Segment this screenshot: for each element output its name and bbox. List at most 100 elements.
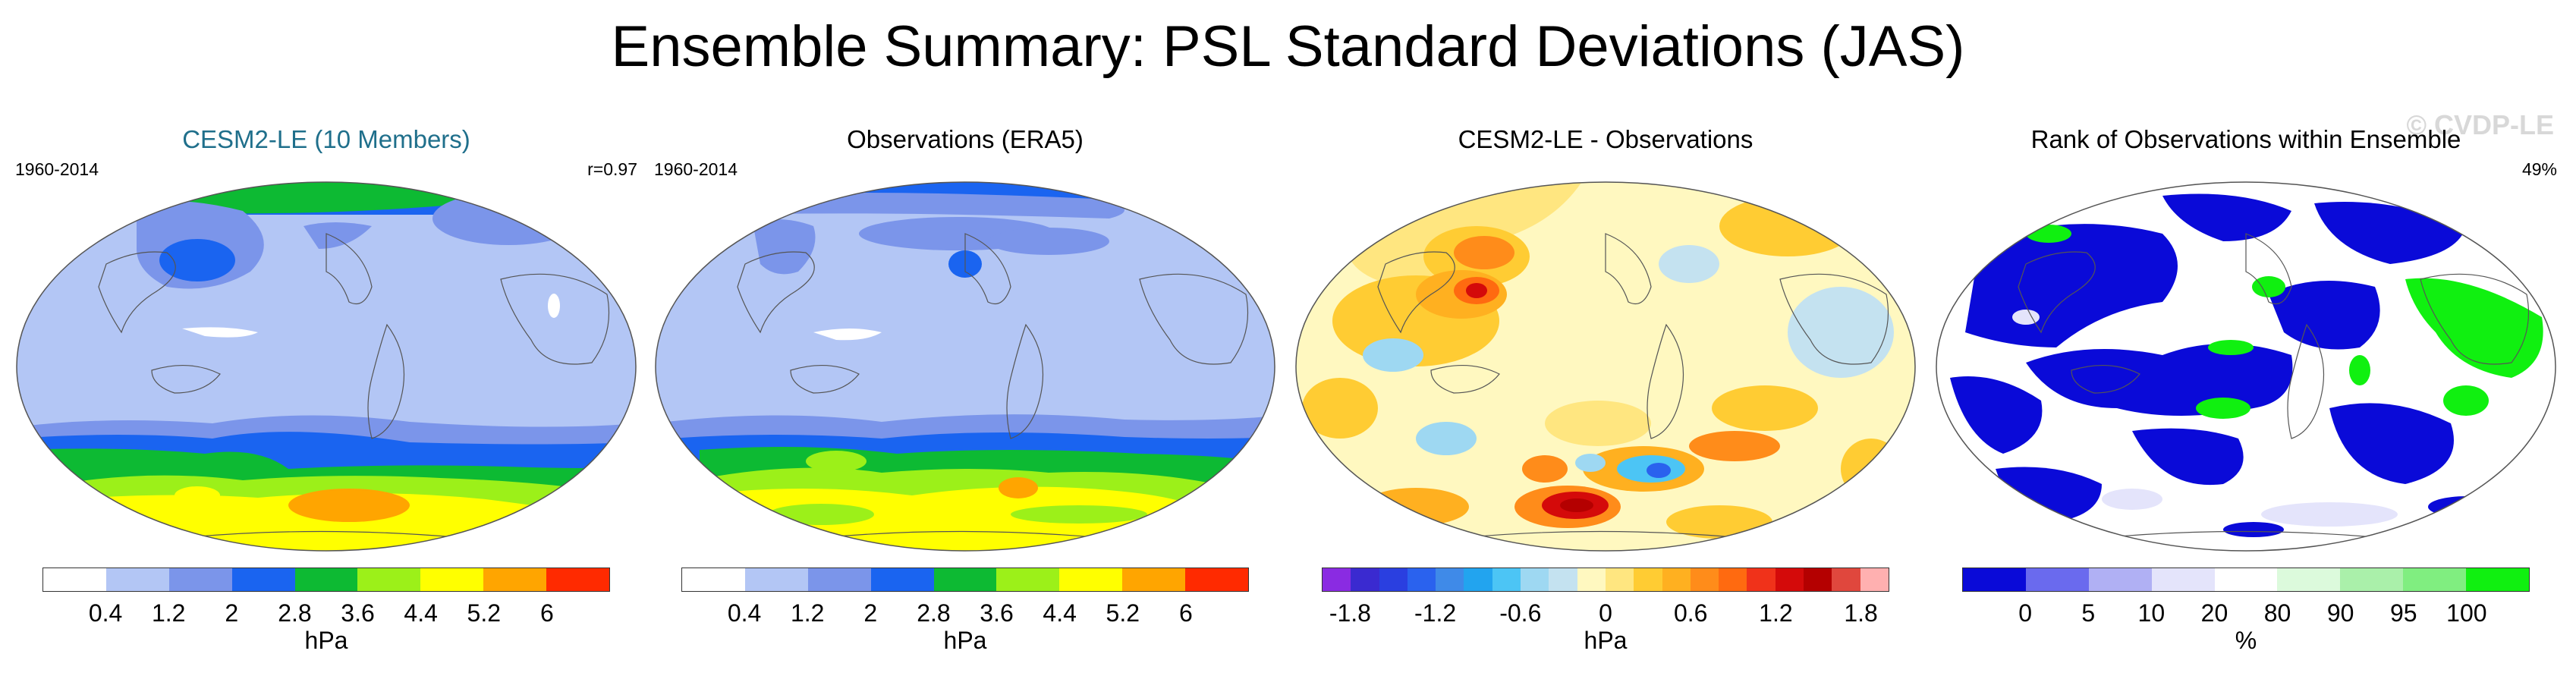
world-map [655,181,1275,552]
colorbar-swatch [1436,568,1464,591]
colorbar-tick-label: 4.4 [1043,599,1077,627]
colorbar-tick-label: -1.2 [1414,599,1457,627]
colorbar-swatch [1690,568,1719,591]
colorbar-unit-label: hPa [943,627,987,654]
colorbar-swatch [2214,568,2278,591]
colorbar-tick-label: 3.6 [980,599,1014,627]
colorbar-swatch [420,568,484,591]
colorbar [681,568,1249,592]
panel-title: Rank of Observations within Ensemble [2030,125,2461,153]
colorbar-tick-label: 0 [2018,599,2033,627]
colorbar-tick-label: 1.2 [151,599,186,627]
colorbar [1962,568,2530,592]
colorbar-swatch [294,568,358,591]
colorbar-swatch [807,568,871,591]
colorbar-swatch [682,568,745,591]
colorbar-swatch [231,568,295,591]
colorbar-tick-label: -1.8 [1329,599,1371,627]
colorbar-swatch [1747,568,1776,591]
colorbar-tick-label: 1.8 [1844,599,1878,627]
colorbar-tick-label: 5.2 [467,599,502,627]
colorbar-tick-label: 80 [2263,599,2291,627]
colorbar-unit-label: hPa [304,627,348,654]
colorbar-tick-label: 6 [539,599,554,627]
colorbar-swatch [933,568,997,591]
pattern-correlation: r=0.97 [587,159,637,179]
colorbar [42,568,610,592]
colorbar-swatch [1351,568,1379,591]
panel-rank: © CVDP-LE Rank of Observations within En… [1935,109,2557,660]
colorbar-tick-label: 0.4 [727,599,762,627]
period-label: 1960-2014 [654,159,738,179]
colorbar-tick-label: 0.4 [88,599,123,627]
world-map [1936,181,2556,552]
world-map [16,181,637,552]
panel-cesm2-le: CESM2-LE (10 Members) 1960-2014 r=0.97 [15,114,637,660]
colorbar-swatch [2403,568,2467,591]
percent-within-range: 49% [2521,159,2557,179]
colorbar-unit-label: hPa [1584,627,1628,654]
colorbar-tick-label: -0.6 [1499,599,1542,627]
colorbar-tick-label: 5.2 [1106,599,1140,627]
colorbar-swatch [105,568,169,591]
colorbar-swatch [1577,568,1606,591]
figure-title: Ensemble Summary: PSL Standard Deviation… [611,14,1965,79]
colorbar-ticks: 0.4 1.2 2 2.8 3.6 4.4 5.2 6 [42,599,610,630]
colorbar-swatch [2340,568,2404,591]
colorbar-swatch [1634,568,1662,591]
colorbar-swatch [1407,568,1436,591]
colorbar-tick-label: 4.4 [404,599,438,627]
colorbar-swatch [1963,568,2026,591]
colorbar-swatch [1379,568,1408,591]
colorbar-tick-label: 0.6 [1673,599,1708,627]
colorbar-swatch [1832,568,1860,591]
colorbar-swatch [1323,568,1351,591]
colorbar-tick-label: 2 [863,599,878,627]
colorbar-swatch [1492,568,1521,591]
colorbar-tick-label: 10 [2137,599,2166,627]
colorbar-tick-label: 2 [225,599,239,627]
colorbar-swatch [2151,568,2215,591]
colorbar-tick-label: 5 [2081,599,2096,627]
colorbar-tick-label: 3.6 [341,599,375,627]
colorbar-swatch [2088,568,2152,591]
colorbar-swatch [2025,568,2089,591]
colorbar-swatch [870,568,934,591]
colorbar-swatch [43,568,106,591]
colorbar-swatch [1122,568,1186,591]
colorbar-swatch [1605,568,1634,591]
colorbar-swatch [357,568,421,591]
colorbar-tick-label: 6 [1178,599,1193,627]
colorbar-tick-label: 95 [2389,599,2417,627]
panel-title: CESM2-LE - Observations [1458,125,1754,153]
colorbar-swatch [168,568,232,591]
panel-observations: Observations (ERA5) 1960-2014 [654,114,1276,660]
panel-title: Observations (ERA5) [847,125,1084,153]
colorbar-swatch [1464,568,1492,591]
colorbar-swatch [546,568,610,591]
colorbar-tick-label: 2.8 [278,599,312,627]
colorbar-tick-label: 0 [1599,599,1612,627]
colorbar-swatch [1860,568,1889,591]
colorbar-swatch [2466,568,2530,591]
world-map [1295,181,1916,552]
colorbar-swatch [1662,568,1691,591]
colorbar-ticks: -1.8 -1.2 -0.6 0 0.6 1.2 1.8 [1322,599,1889,630]
colorbar-ticks: 0.4 1.2 2 2.8 3.6 4.4 5.2 6 [681,599,1249,630]
colorbar-swatch [1775,568,1804,591]
colorbar-swatch [1804,568,1832,591]
colorbar-tick-label: 1.2 [790,599,825,627]
period-label: 1960-2014 [15,159,99,179]
colorbar-swatch [2277,568,2341,591]
colorbar-swatch [744,568,808,591]
colorbar-swatch [1521,568,1549,591]
panel-difference: CESM2-LE - Observations [1294,114,1917,660]
colorbar-tick-label: 100 [2446,599,2487,627]
watermark: © CVDP-LE [2406,109,2554,140]
panel-title: CESM2-LE (10 Members) [182,125,470,153]
colorbar-unit-label: % [2235,627,2257,654]
colorbar-tick-label: 20 [2200,599,2228,627]
colorbar-ticks: 0 5 10 20 80 90 95 100 [1962,599,2530,630]
colorbar-swatch [1549,568,1577,591]
colorbar-tick-label: 90 [2326,599,2354,627]
